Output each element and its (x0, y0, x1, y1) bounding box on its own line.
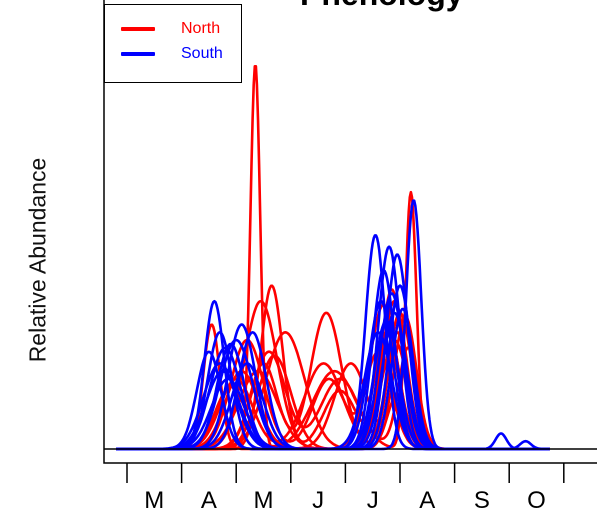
north-curve-1 (115, 65, 550, 451)
legend: North South (104, 4, 242, 83)
south-curve-2 (115, 234, 550, 451)
legend-swatch-south (121, 52, 155, 56)
north-curve-4 (115, 288, 550, 451)
x-tick-label-3: M (254, 487, 274, 514)
south-curve-3 (115, 245, 550, 451)
x-tick-label-6: A (419, 487, 435, 514)
south-curve-6 (115, 284, 550, 451)
south-curve-5 (115, 268, 550, 451)
legend-label-north: North (181, 20, 221, 37)
legend-label-south: South (181, 45, 223, 62)
x-tick-label-7: S (474, 487, 490, 514)
chart-title: Phenology (300, 0, 464, 13)
south-curve-4 (115, 253, 550, 451)
x-tick-label-8: O (527, 487, 546, 514)
plot-frame (103, 0, 597, 464)
y-axis-label-wrap: Relative Abundance (18, 60, 58, 460)
north-curve-3 (115, 284, 550, 451)
north-curve-11 (115, 331, 550, 451)
x-tick-label-2: A (201, 487, 217, 514)
legend-item-south: South (105, 45, 223, 63)
legend-item-north: North (105, 20, 220, 38)
x-tick-label-5: J (367, 487, 379, 514)
x-tick-label-4: J (312, 487, 324, 514)
x-tick-label-1: M (144, 487, 164, 514)
curves-layer (115, 65, 550, 451)
legend-swatch-north (121, 27, 155, 31)
north-curve-8 (115, 323, 550, 451)
y-axis-label: Relative Abundance (24, 157, 51, 363)
south-curve-12 (115, 331, 550, 451)
